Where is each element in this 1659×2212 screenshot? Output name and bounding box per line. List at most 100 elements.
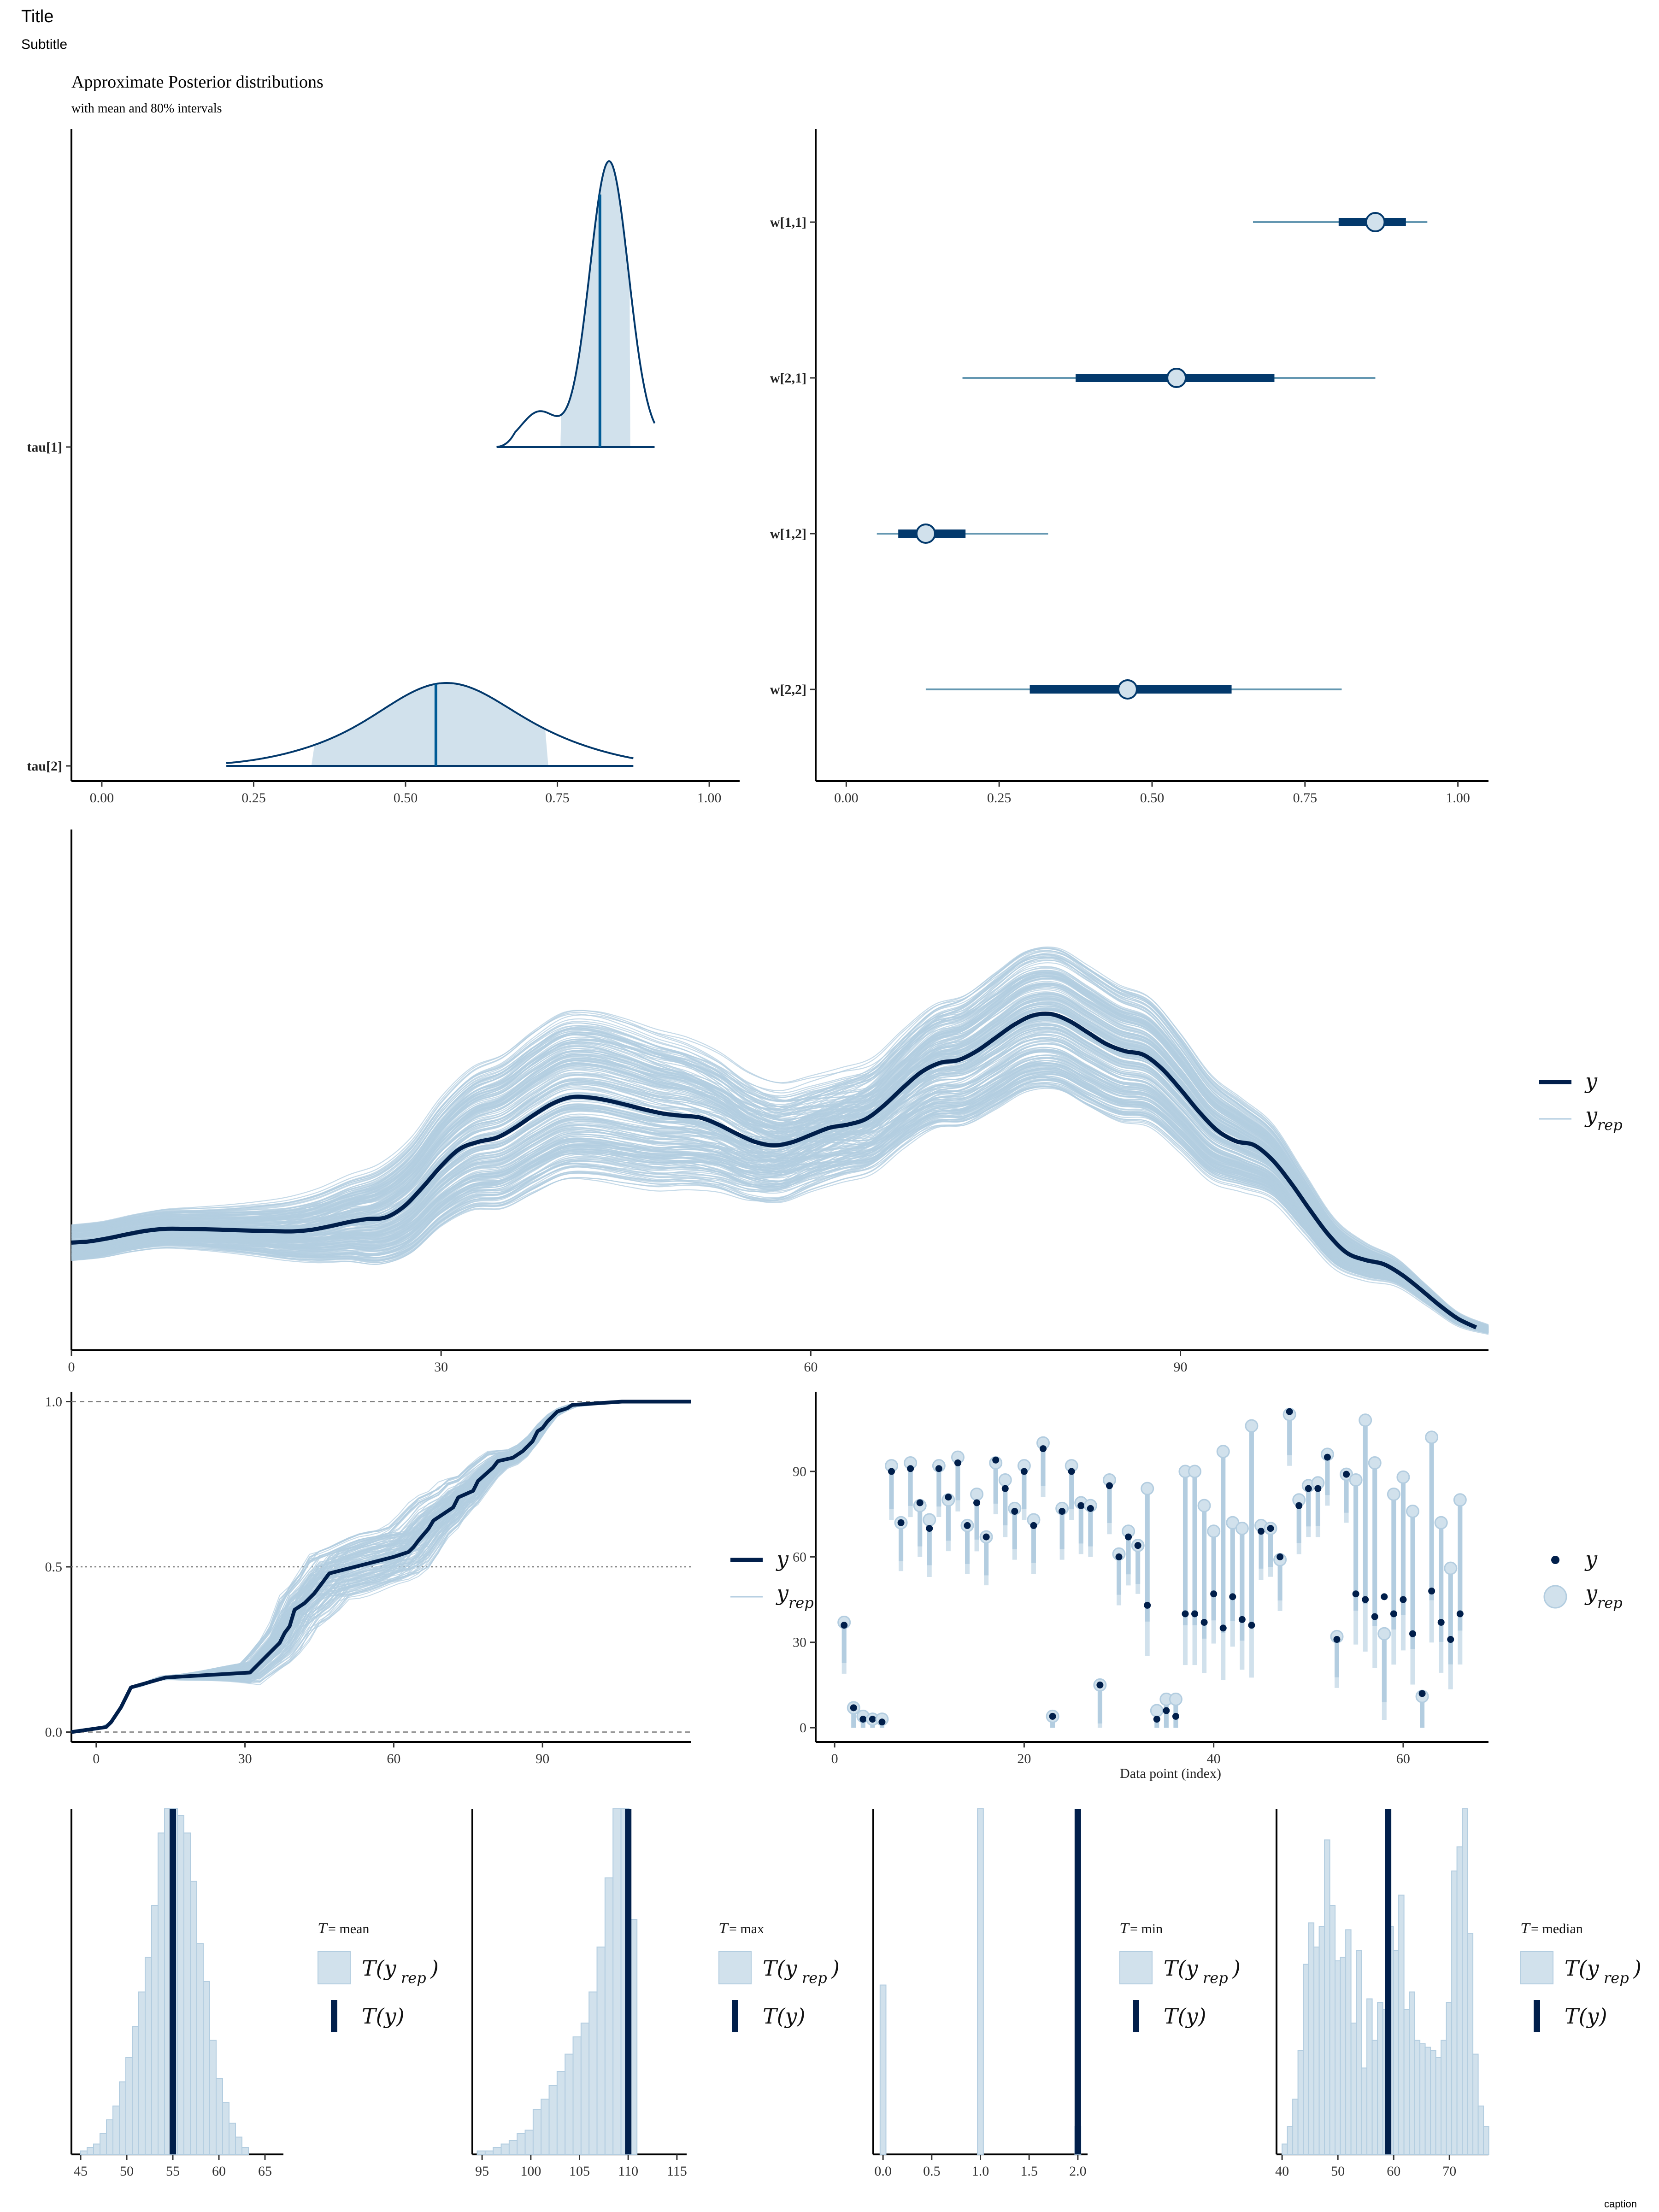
intervals2-yrep-point-61 — [1406, 1505, 1419, 1518]
stat-mean-x-tick-label: 60 — [212, 2164, 226, 2179]
stat-median-bar — [1292, 2099, 1299, 2155]
intervals2-y-point-49 — [1295, 1502, 1303, 1509]
stat-max-legend-title-rest: = max — [729, 1921, 764, 1936]
intervals2-y-point-47 — [1277, 1553, 1284, 1560]
stat-min-legend-obs-key — [1133, 2000, 1139, 2032]
intervals2-y-point-40 — [1210, 1590, 1218, 1598]
stat-median-bar — [1441, 2040, 1447, 2155]
intervals2-y-point-1 — [841, 1622, 848, 1629]
density-yrep-line — [71, 1010, 1489, 1331]
intervals2-y-point-33 — [1144, 1601, 1151, 1609]
intervals2-yrep-point-44 — [1245, 1419, 1259, 1433]
intervals2-x-tick-label: 0 — [831, 1751, 838, 1766]
stat-max-x-tick-label: 105 — [569, 2164, 590, 2179]
stat-median-bar — [1377, 2002, 1383, 2155]
ecdf-y-tick-label: 1.0 — [45, 1394, 63, 1410]
stat-mean-bar — [119, 2081, 126, 2155]
density-yrep-line — [71, 1080, 1489, 1333]
areas-x-tick-label: 0.00 — [90, 790, 114, 806]
stat-max-bar — [508, 2140, 518, 2155]
intervals-param-label: w[2,2] — [770, 682, 806, 697]
density-yrep-line — [71, 953, 1489, 1328]
stat-max-bar — [572, 2036, 582, 2155]
stat-max-bar — [541, 2099, 550, 2155]
stat-median-legend-rep-label: T(y — [1565, 1956, 1600, 1981]
stat-max-legend-title-T: T — [719, 1921, 729, 1937]
stat-mean-bar — [177, 1815, 184, 2155]
intervals2-y-point-51 — [1314, 1485, 1322, 1492]
intervals2-y-point-55 — [1352, 1590, 1359, 1598]
ecdf-legend-yrep-label: y — [776, 1581, 789, 1606]
stat-median-x-tick-label: 40 — [1275, 2164, 1289, 2179]
stat-median-bar — [1393, 1950, 1400, 2155]
intervals2-y-tick-label: 0 — [800, 1720, 806, 1735]
intervals-x-tick-label: 0.25 — [987, 790, 1012, 806]
stat-min-bar — [977, 1808, 984, 2155]
stat-mean-bar — [125, 2057, 133, 2155]
ecdf-x-tick-label: 30 — [238, 1751, 252, 1766]
stat-median-bar — [1409, 1991, 1415, 2155]
stat-median-bar — [1356, 1950, 1362, 2155]
ecdf-y-tick-label: 0.0 — [45, 1724, 63, 1740]
ppc-stat-median-panel: 40 50 60 70 T = median T(y rep) T(y) — [1275, 1808, 1641, 2179]
stat-max-bar — [517, 2133, 526, 2155]
density-x-tick-label: 30 — [434, 1359, 448, 1375]
intervals2-yrep-point-65 — [1444, 1561, 1458, 1575]
stat-mean-bar — [222, 2102, 229, 2155]
intervals2-yrep-point-38 — [1188, 1465, 1202, 1478]
intervals2-y-point-38 — [1191, 1610, 1199, 1618]
intervals2-y-point-11 — [935, 1465, 942, 1472]
intervals2-y-point-39 — [1200, 1618, 1208, 1626]
intervals2-y-point-45 — [1257, 1528, 1265, 1535]
stat-max-x-tick-label: 95 — [475, 2164, 489, 2179]
stat-max-bar — [548, 2085, 558, 2155]
intervals2-legend-yrep-sub: rep — [1597, 1594, 1623, 1612]
intervals2-y-point-48 — [1286, 1408, 1293, 1415]
intervals2-y-tick-label: 30 — [793, 1635, 806, 1650]
areas-subtitle: with mean and 80% intervals — [71, 101, 222, 116]
intervals2-legend-y-key — [1551, 1556, 1559, 1564]
stat-median-bar — [1313, 1947, 1320, 2155]
stat-mean-bar — [235, 2136, 242, 2155]
intervals2-y-point-63 — [1428, 1588, 1435, 1595]
intervals2-x-tick-label: 60 — [1396, 1751, 1410, 1766]
intervals2-y-point-4 — [869, 1716, 876, 1723]
areas-interval80-0 — [560, 161, 630, 447]
stat-max-bar — [493, 2147, 502, 2155]
intervals2-y-tick-label: 90 — [793, 1464, 806, 1479]
intervals2-y-point-41 — [1219, 1624, 1227, 1632]
areas-interval80-1 — [311, 683, 548, 766]
stat-max-legend-obs-label: T(y) — [763, 2004, 806, 2029]
stat-mean-legend-rep-label: T(y — [362, 1956, 397, 1981]
intervals2-y-point-10 — [926, 1525, 933, 1532]
intervals-point-2 — [915, 524, 936, 544]
intervals2-y-point-32 — [1134, 1542, 1141, 1549]
stat-max-x-tick-label: 115 — [667, 2164, 687, 2179]
areas-x-tick-label: 0.75 — [545, 790, 570, 806]
intervals2-y-point-7 — [897, 1519, 905, 1526]
stat-max-legend-rep-paren: ) — [831, 1956, 840, 1981]
intervals2-y-point-54 — [1343, 1471, 1350, 1478]
stat-max-legend-obs-key — [732, 2000, 738, 2032]
stat-median-bar — [1297, 2050, 1304, 2155]
intervals2-yrep-point-36 — [1169, 1692, 1182, 1706]
intervals2-y-tick-label: 60 — [793, 1549, 806, 1565]
intervals2-y-point-13 — [954, 1459, 961, 1466]
intervals2-y-point-8 — [907, 1465, 914, 1472]
stat-mean-legend-title-rest: = mean — [328, 1921, 369, 1936]
intervals2-y-point-56 — [1362, 1596, 1369, 1603]
stat-median-bar — [1472, 2053, 1479, 2155]
intervals2-y-point-5 — [878, 1718, 886, 1726]
density-yrep-line — [71, 972, 1489, 1329]
density-yrep-line — [71, 1057, 1489, 1332]
intervals2-y-point-22 — [1040, 1445, 1047, 1453]
stat-max-legend-rep-key — [718, 1951, 752, 1984]
intervals2-y-point-14 — [964, 1522, 971, 1529]
stat-mean-legend-title-T: T — [318, 1921, 328, 1937]
stat-median-bar — [1308, 1922, 1315, 2155]
density-yrep-line — [71, 1022, 1489, 1331]
stat-mean-bar — [196, 1943, 204, 2155]
stat-mean-bar — [145, 1957, 152, 2155]
intervals2-y-point-28 — [1096, 1681, 1104, 1688]
